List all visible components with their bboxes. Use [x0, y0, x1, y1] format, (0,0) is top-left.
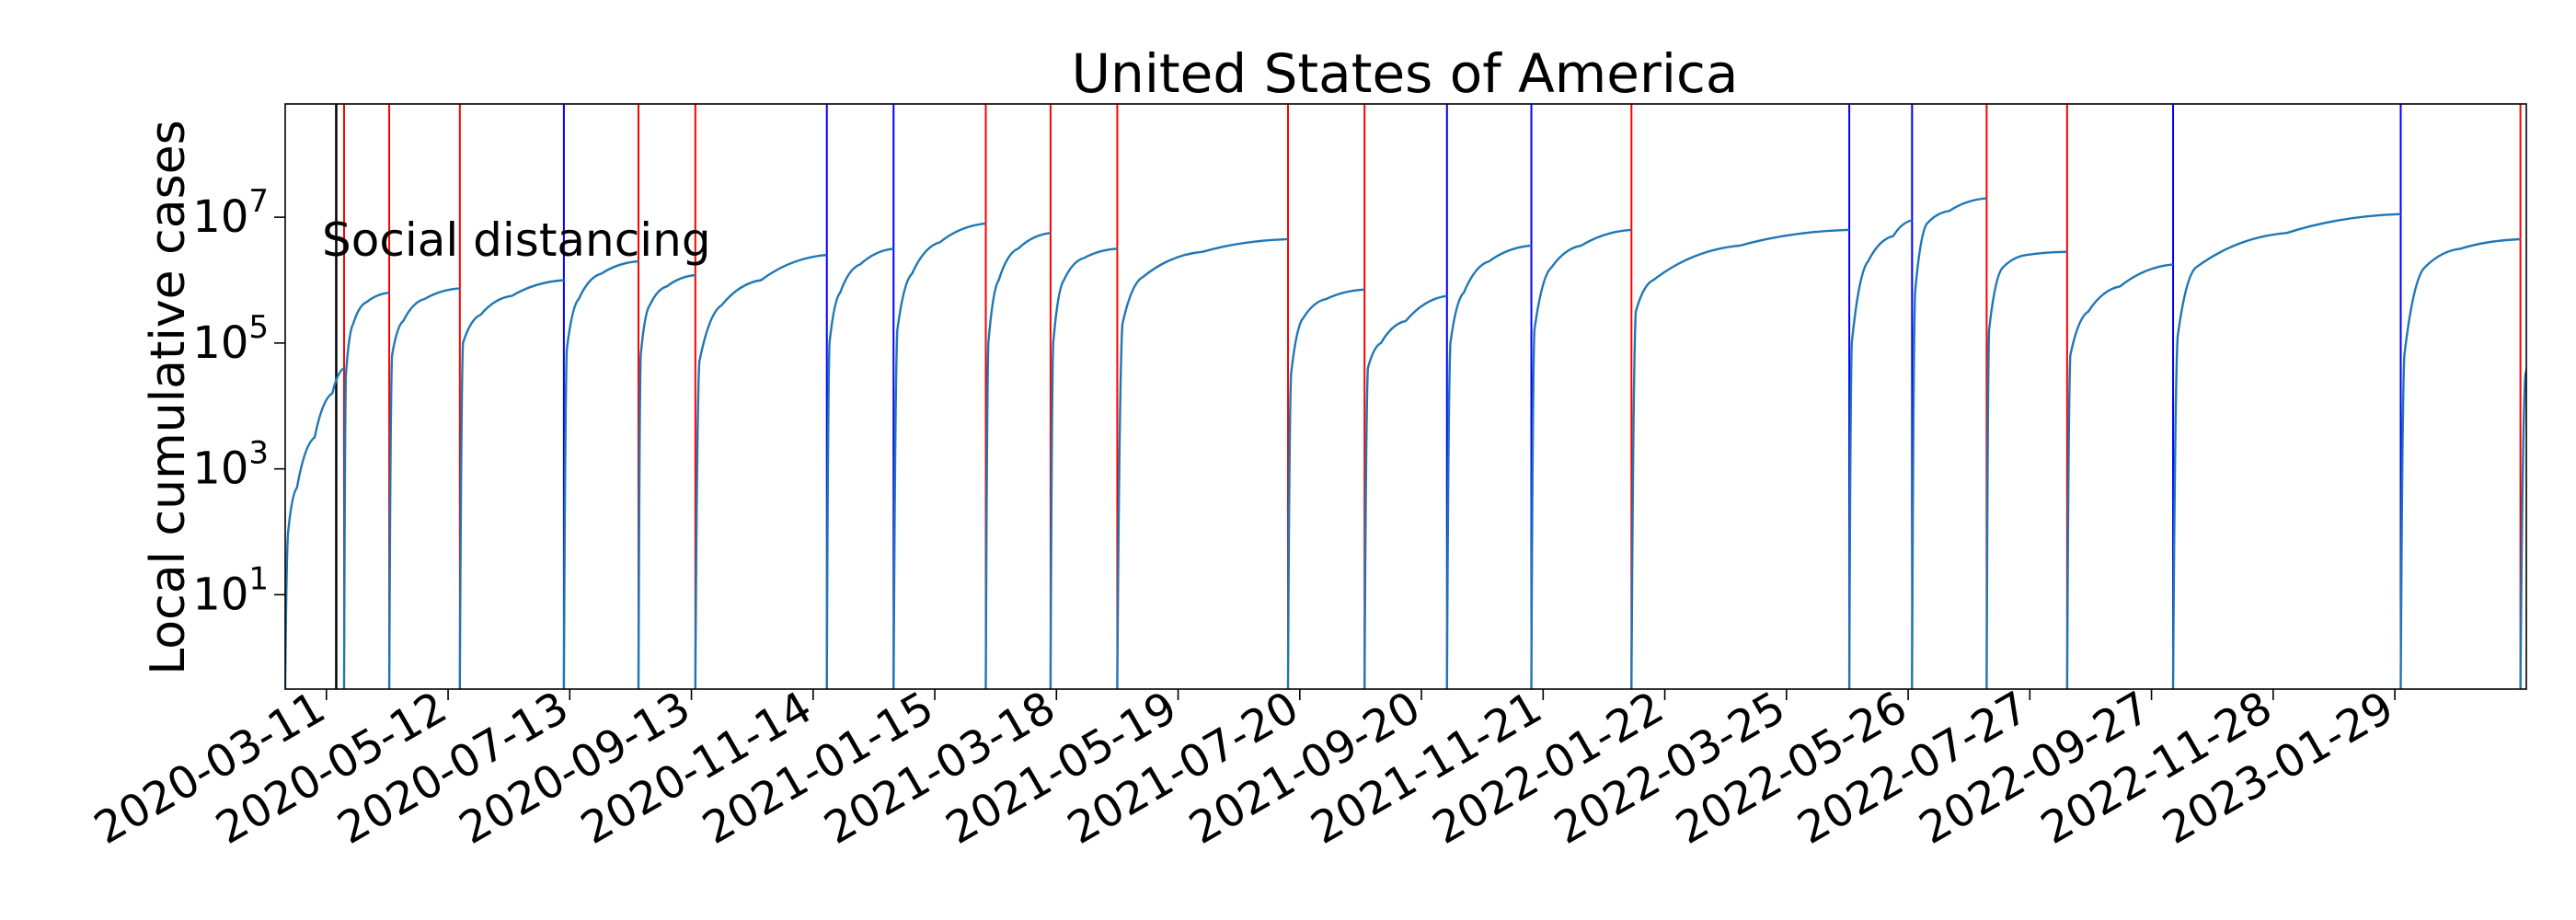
series-segment-0-8 — [892, 222, 986, 689]
series-segment-0-9 — [984, 232, 1052, 689]
series-segment-0-11 — [1116, 237, 1289, 689]
series-segment-0-17 — [1847, 219, 1913, 689]
series-segment-0-0 — [285, 367, 345, 689]
y-tick-label-2: 105 — [192, 309, 269, 369]
series-segment-0-20 — [2065, 263, 2174, 689]
series-segment-0-22 — [2399, 237, 2521, 689]
series-segment-0-19 — [1985, 250, 2067, 689]
series-segment-0-14 — [1445, 244, 1532, 689]
y-axis-label: Local cumulative cases — [141, 120, 196, 675]
social-distancing-annotation: Social distancing — [322, 213, 711, 267]
series-segment-0-12 — [1286, 288, 1365, 689]
series-layer — [285, 197, 2526, 689]
series-segment-0-3 — [458, 279, 564, 689]
series-segment-0-13 — [1363, 294, 1447, 689]
series-segment-0-23 — [2519, 366, 2526, 689]
series-segment-0-18 — [1911, 197, 1987, 689]
series-segment-0-5 — [637, 273, 696, 689]
chart-title: United States of America — [1072, 42, 1739, 105]
plot-frame — [284, 103, 2527, 690]
y-tick-label-1: 103 — [192, 435, 269, 495]
series-segment-0-2 — [387, 287, 460, 689]
y-tick-label-0: 101 — [192, 560, 269, 620]
series-segment-0-7 — [825, 247, 894, 689]
series-segment-0-15 — [1530, 228, 1632, 689]
series-segment-0-1 — [342, 292, 390, 689]
series-segment-0-6 — [694, 253, 827, 689]
series-segment-0-10 — [1049, 247, 1118, 689]
y-tick-label-3: 107 — [192, 183, 269, 243]
series-segment-0-21 — [2171, 213, 2401, 689]
series-segment-0-4 — [562, 259, 639, 689]
series-segment-0-16 — [1630, 228, 1850, 689]
y-ticks: 101 103 105 107 — [192, 183, 285, 620]
